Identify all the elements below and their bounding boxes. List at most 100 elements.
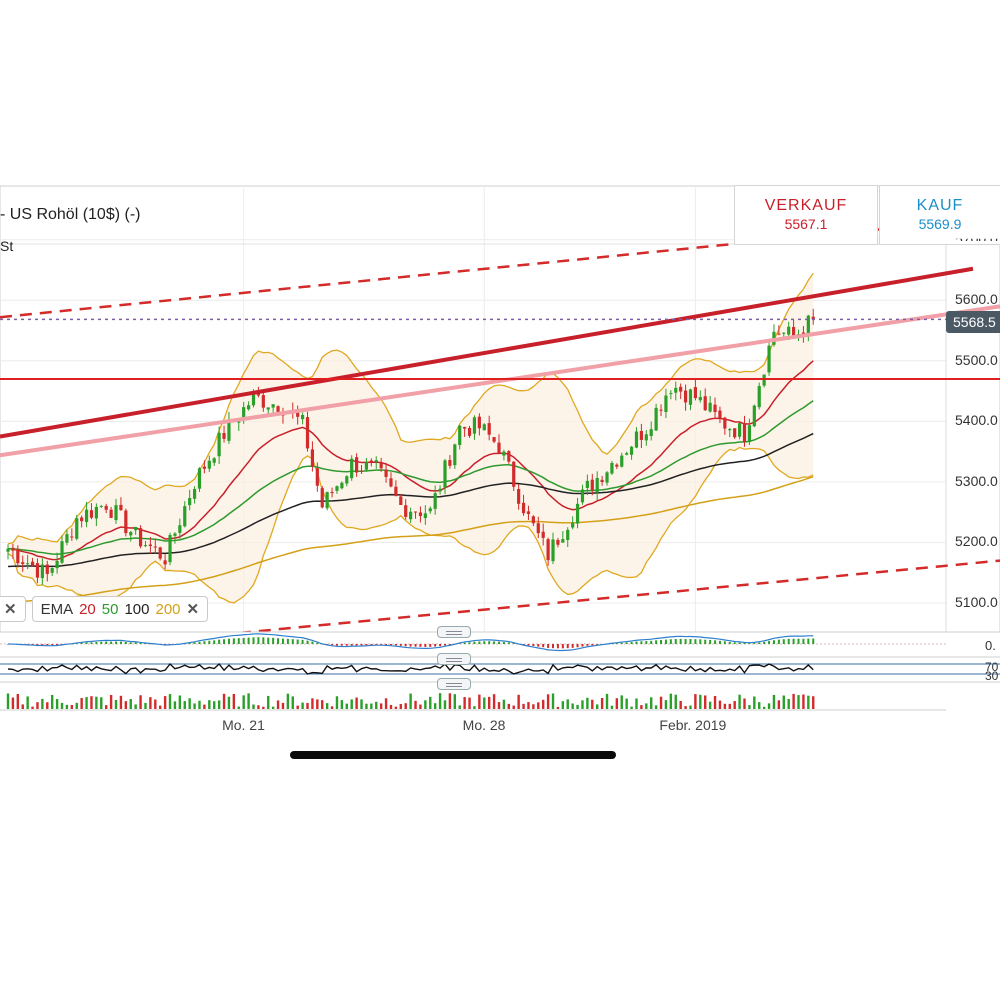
candle-body: [55, 561, 59, 569]
ema-20-line: [7, 360, 814, 561]
macd-histogram-bar: [434, 644, 437, 647]
macd-histogram-bar: [56, 644, 59, 646]
candle-body: [168, 534, 172, 563]
volume-bar: [325, 703, 329, 709]
sub-panes: [0, 631, 1000, 711]
volume-bar: [301, 702, 304, 709]
volume-bar: [316, 699, 319, 709]
candle-body: [811, 316, 815, 320]
volume-bar: [404, 703, 407, 709]
macd-histogram-bar: [100, 641, 103, 644]
candle-body: [453, 444, 457, 466]
y-tick-label: 5300.0: [955, 472, 998, 489]
volume-bar: [723, 703, 727, 709]
ema-50-line: [7, 400, 814, 556]
volume-bar: [286, 693, 290, 709]
candle-body: [6, 548, 10, 552]
volume-bar: [728, 703, 731, 709]
macd-histogram-bar: [213, 640, 216, 644]
volume-bar: [232, 693, 236, 709]
volume-bar: [453, 694, 457, 709]
macd-histogram-bar: [139, 642, 142, 644]
volume-bar: [758, 702, 761, 709]
macd-histogram-bar: [291, 639, 294, 644]
candle-body: [320, 488, 324, 508]
volume-bar: [438, 693, 442, 709]
macd-histogram-bar: [75, 643, 78, 644]
macd-histogram-bar: [355, 644, 358, 646]
volume-bar: [424, 700, 427, 709]
macd-histogram-bar: [502, 642, 505, 644]
volume-bar: [384, 698, 388, 709]
bollinger-bands: [7, 272, 814, 604]
volume-bar: [16, 693, 20, 709]
volume-bar: [733, 701, 736, 709]
volume-bar: [551, 693, 555, 709]
volume-bar: [654, 705, 658, 709]
candle-body: [70, 536, 74, 538]
candle-body: [531, 516, 535, 524]
macd-histogram-bar: [507, 642, 510, 644]
candle-body: [575, 503, 580, 524]
volume-bar: [100, 697, 103, 709]
candle-body: [345, 476, 349, 484]
macd-histogram-bar: [792, 638, 795, 644]
pane-resize-handle-volume[interactable]: [437, 678, 471, 690]
macd-histogram-bar: [90, 642, 93, 644]
candle-body: [472, 417, 477, 434]
candle-body: [222, 433, 226, 439]
macd-histogram-bar: [198, 641, 201, 644]
macd-histogram-bar: [620, 642, 623, 644]
volume-bar: [31, 706, 34, 709]
volume-bar: [433, 703, 437, 709]
macd-histogram-bar: [768, 641, 771, 644]
pane-resize-handle-rsi[interactable]: [437, 653, 471, 665]
volume-bar: [80, 698, 83, 709]
volume-bar: [262, 706, 265, 709]
volume-bar: [124, 701, 128, 709]
ema-lines: [7, 360, 814, 604]
volume-bar: [95, 696, 98, 709]
buy-button[interactable]: KAUF 5569.9: [879, 185, 1000, 245]
macd-histogram-bar: [41, 644, 44, 645]
volume-bar: [237, 706, 240, 709]
sell-button[interactable]: VERKAUF 5567.1: [734, 185, 878, 245]
candle-body: [482, 424, 486, 431]
macd-histogram-bar: [640, 641, 643, 644]
volume-bar: [188, 698, 191, 709]
volume-bar: [640, 705, 643, 709]
home-indicator[interactable]: [290, 751, 616, 759]
volume-bar: [55, 699, 59, 709]
candle-body: [138, 528, 143, 547]
ema-indicator-chip[interactable]: EMA 20 50 100 200 ✕: [31, 596, 209, 622]
close-icon[interactable]: ✕: [186, 601, 200, 618]
ema-100-line: [7, 432, 814, 568]
macd-histogram-bar: [473, 641, 476, 644]
volume-bar: [360, 699, 363, 709]
candle-body: [708, 402, 712, 412]
macd-histogram-bar: [787, 638, 790, 644]
volume-bar: [674, 694, 677, 709]
candle-body: [399, 496, 403, 505]
candle-body: [104, 505, 108, 510]
candle-body: [94, 506, 98, 519]
volume-bar: [571, 703, 574, 709]
volume-bar: [75, 702, 78, 709]
candle-body: [271, 404, 275, 408]
macd-histogram-bar: [650, 640, 653, 644]
macd-histogram-bar: [576, 644, 579, 648]
macd-histogram-bar: [316, 642, 319, 644]
volume-bar: [738, 694, 741, 709]
close-icon[interactable]: ✕: [4, 601, 17, 618]
volume-bar: [203, 704, 206, 709]
prev-indicator-chip[interactable]: ✕: [0, 596, 26, 622]
candle-body: [728, 429, 732, 431]
x-tick-label: Febr. 2019: [659, 717, 727, 733]
macd-histogram-bar: [728, 641, 731, 644]
volume-bar: [193, 703, 196, 709]
macd-histogram-bar: [443, 644, 446, 646]
pane-resize-handle-macd[interactable]: [437, 626, 471, 638]
candle-body: [305, 417, 310, 449]
volume-bar: [379, 703, 383, 709]
